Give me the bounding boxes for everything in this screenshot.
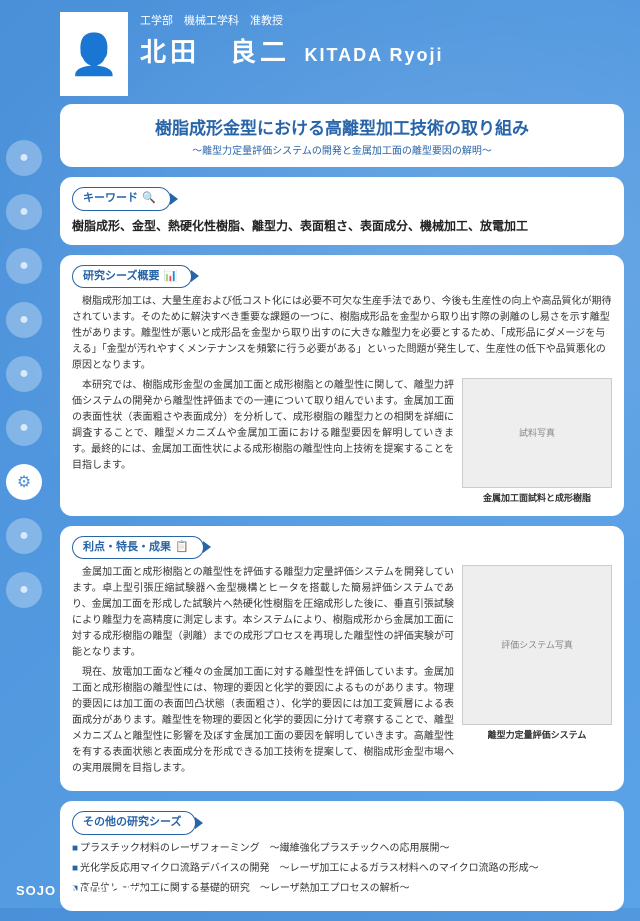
overview-tag: 研究シーズ概要 📊 (72, 265, 192, 289)
other-tag: その他の研究シーズ (72, 811, 196, 835)
name-jp: 北田 良二 (140, 32, 290, 69)
research-title: 樹脂成形金型における高離型加工技術の取り組み (74, 114, 610, 139)
profile-header: 👤 工学部 機械工学科 准教授 北田 良二 KITADA Ryoji (60, 12, 624, 96)
profile-photo: 👤 (60, 12, 128, 96)
sidebar-icon-6: ● (6, 410, 42, 446)
sidebar-icon-8: ● (6, 518, 42, 554)
document-icon: 📋 (175, 539, 189, 557)
merit-figure: 評価システム写真 離型力定量評価システム (462, 565, 612, 781)
merit-section: 利点・特長・成果 📋 金属加工面と成形樹脂との離型性を評価する離型力定量評価シス… (60, 526, 624, 792)
sidebar-icon-1: ● (6, 140, 42, 176)
overview-fig-cap: 金属加工面試料と成形樹脂 (483, 491, 591, 505)
sidebar-icon-7: ⚙ (6, 464, 42, 500)
affiliation: 工学部 機械工学科 准教授 (140, 12, 624, 28)
sidebar-icon-5: ● (6, 356, 42, 392)
keywords-text: 樹脂成形、金型、熱硬化性樹脂、離型力、表面粗さ、表面成分、機械加工、放電加工 (72, 217, 612, 235)
chart-icon: 📊 (163, 268, 177, 286)
merit-fig-img: 評価システム写真 (462, 565, 612, 725)
sidebar-nav: ● ● ● ● ● ● ⚙ ● ● (0, 140, 48, 608)
footer: SOJO UNIVERSITY E-mail kitada@mec.sojo-u… (0, 872, 640, 908)
keyword-section: キーワード 🔍 樹脂成形、金型、熱硬化性樹脂、離型力、表面粗さ、表面成分、機械加… (60, 177, 624, 245)
research-subtitle: ～離型力定量評価システムの開発と金属加工面の離型要因の解明～ (74, 142, 610, 157)
overview-section: 研究シーズ概要 📊 樹脂成形加工は、大量生産および低コスト化には必要不可欠な生産… (60, 255, 624, 516)
name-en: KITADA Ryoji (304, 45, 443, 66)
merit-p2: 現在、放電加工面など種々の金属加工面に対する離型性を評価しています。金属加工面と… (72, 665, 454, 777)
overview-fig-img: 試料写真 (462, 378, 612, 488)
university-name: SOJO UNIVERSITY (16, 883, 149, 898)
other-item-1: プラスチック材料のレーザフォーミング ～繊維強化プラスチックへの応用展開～ (72, 841, 612, 857)
email-address: kitada@mec.sojo-u.ac.jp (525, 890, 624, 902)
overview-figure: 試料写真 金属加工面試料と成形樹脂 (462, 378, 612, 505)
title-panel: 樹脂成形金型における高離型加工技術の取り組み ～離型力定量評価システムの開発と金… (60, 104, 624, 167)
sidebar-icon-2: ● (6, 194, 42, 230)
merit-fig-cap: 離型力定量評価システム (488, 728, 587, 742)
sidebar-icon-3: ● (6, 248, 42, 284)
merit-tag: 利点・特長・成果 📋 (72, 536, 204, 560)
merit-p1: 金属加工面と成形樹脂との離型性を評価する離型力定量評価システムを開発しています。… (72, 565, 454, 661)
keyword-tag: キーワード 🔍 (72, 187, 171, 211)
main-content: 👤 工学部 機械工学科 准教授 北田 良二 KITADA Ryoji 樹脂成形金… (48, 0, 640, 921)
email-label: E-mail (525, 878, 624, 890)
contact: E-mail kitada@mec.sojo-u.ac.jp (525, 878, 624, 901)
name-block: 工学部 機械工学科 准教授 北田 良二 KITADA Ryoji (140, 12, 624, 96)
overview-p2: 本研究では、樹脂成形金型の金属加工面と成形樹脂との離型性に関して、離型力評価シス… (72, 378, 454, 474)
sidebar-icon-4: ● (6, 302, 42, 338)
sidebar-icon-9: ● (6, 572, 42, 608)
search-icon: 🔍 (142, 190, 156, 208)
overview-p1: 樹脂成形加工は、大量生産および低コスト化には必要不可欠な生産手法であり、今後も生… (72, 294, 612, 374)
